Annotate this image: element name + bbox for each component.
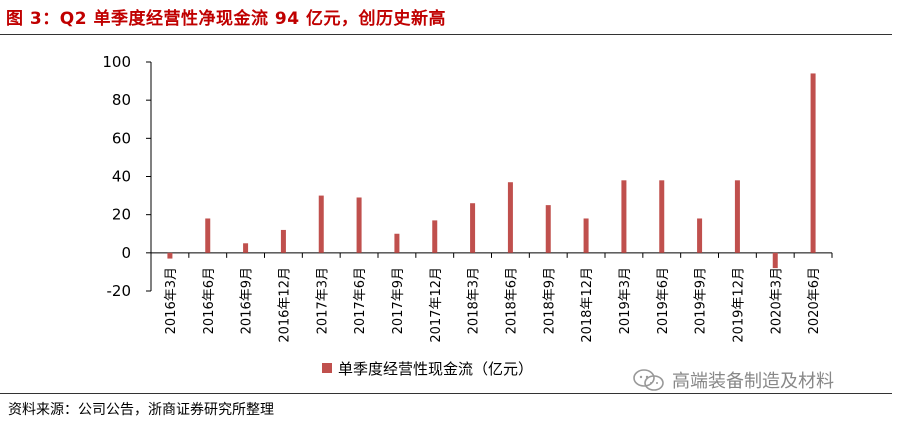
x-tick-label: 2018年3月 bbox=[467, 267, 482, 334]
chart-legend: 单季度经营性现金流（亿元） bbox=[322, 360, 533, 378]
x-tick-label: 2019年6月 bbox=[656, 267, 671, 334]
legend-label: 单季度经营性现金流（亿元） bbox=[338, 360, 533, 378]
bar bbox=[621, 180, 627, 253]
x-tick-label: 2016年12月 bbox=[277, 267, 292, 343]
source-note: 资料来源：公司公告，浙商证券研究所整理 bbox=[8, 402, 274, 418]
bar bbox=[318, 195, 324, 253]
y-tick-label: 0 bbox=[121, 244, 131, 262]
x-tick-label: 2017年12月 bbox=[429, 267, 444, 343]
x-tick-label: 2017年6月 bbox=[353, 267, 368, 334]
bottom-rule bbox=[0, 393, 892, 394]
y-tick-label: 100 bbox=[102, 53, 131, 71]
watermark: 高端装备制造及材料 bbox=[632, 366, 834, 394]
watermark-text: 高端装备制造及材料 bbox=[672, 371, 834, 392]
wechat-icon bbox=[633, 369, 664, 391]
x-tick-label: 2020年6月 bbox=[807, 267, 822, 334]
x-tick-label: 2017年3月 bbox=[315, 267, 330, 334]
bar bbox=[356, 197, 362, 253]
y-tick-label: -20 bbox=[107, 282, 132, 300]
bar bbox=[167, 252, 173, 259]
bar bbox=[470, 203, 476, 253]
bar bbox=[545, 205, 551, 253]
x-tick-label: 2019年9月 bbox=[694, 267, 709, 334]
bar bbox=[205, 218, 211, 253]
bar bbox=[583, 218, 589, 253]
bar bbox=[507, 182, 513, 253]
x-tick-label: 2018年6月 bbox=[504, 267, 519, 334]
figure-title: 图 3：Q2 单季度经营性净现金流 94 亿元，创历史新高 bbox=[6, 9, 446, 29]
x-tick-label: 2018年12月 bbox=[580, 267, 595, 343]
x-tick-label: 2016年3月 bbox=[164, 267, 179, 334]
x-tick-label: 2017年9月 bbox=[391, 267, 406, 334]
bar bbox=[734, 180, 740, 253]
x-tick-labels: 2016年3月 2016年6月 2016年9月 2016年12月 2017年3月 2017… bbox=[164, 267, 822, 343]
x-tick-label: 2018年9月 bbox=[542, 267, 557, 334]
x-tick-label: 2019年3月 bbox=[618, 267, 633, 334]
y-tick-label: 60 bbox=[112, 129, 131, 147]
x-tick-label: 2016年6月 bbox=[202, 267, 217, 334]
bar bbox=[280, 229, 286, 253]
bar bbox=[432, 220, 438, 253]
chart-axes: -20 0 20 40 60 80 100 bbox=[102, 53, 833, 300]
bar bbox=[243, 243, 249, 253]
x-tick-label: 2016年9月 bbox=[240, 267, 255, 334]
top-rule bbox=[0, 34, 892, 35]
legend-swatch bbox=[322, 363, 332, 373]
bar bbox=[394, 233, 400, 253]
x-tick-label: 2020年3月 bbox=[769, 267, 784, 334]
bar bbox=[659, 180, 665, 253]
bar bbox=[697, 218, 703, 253]
y-tick-label: 40 bbox=[112, 168, 131, 186]
y-tick-label: 80 bbox=[112, 91, 131, 109]
bar bbox=[810, 73, 816, 253]
y-tick-label: 20 bbox=[112, 206, 131, 224]
bar bbox=[772, 252, 778, 269]
x-tick-label: 2019年12月 bbox=[731, 267, 746, 343]
chart-bars bbox=[167, 73, 816, 269]
